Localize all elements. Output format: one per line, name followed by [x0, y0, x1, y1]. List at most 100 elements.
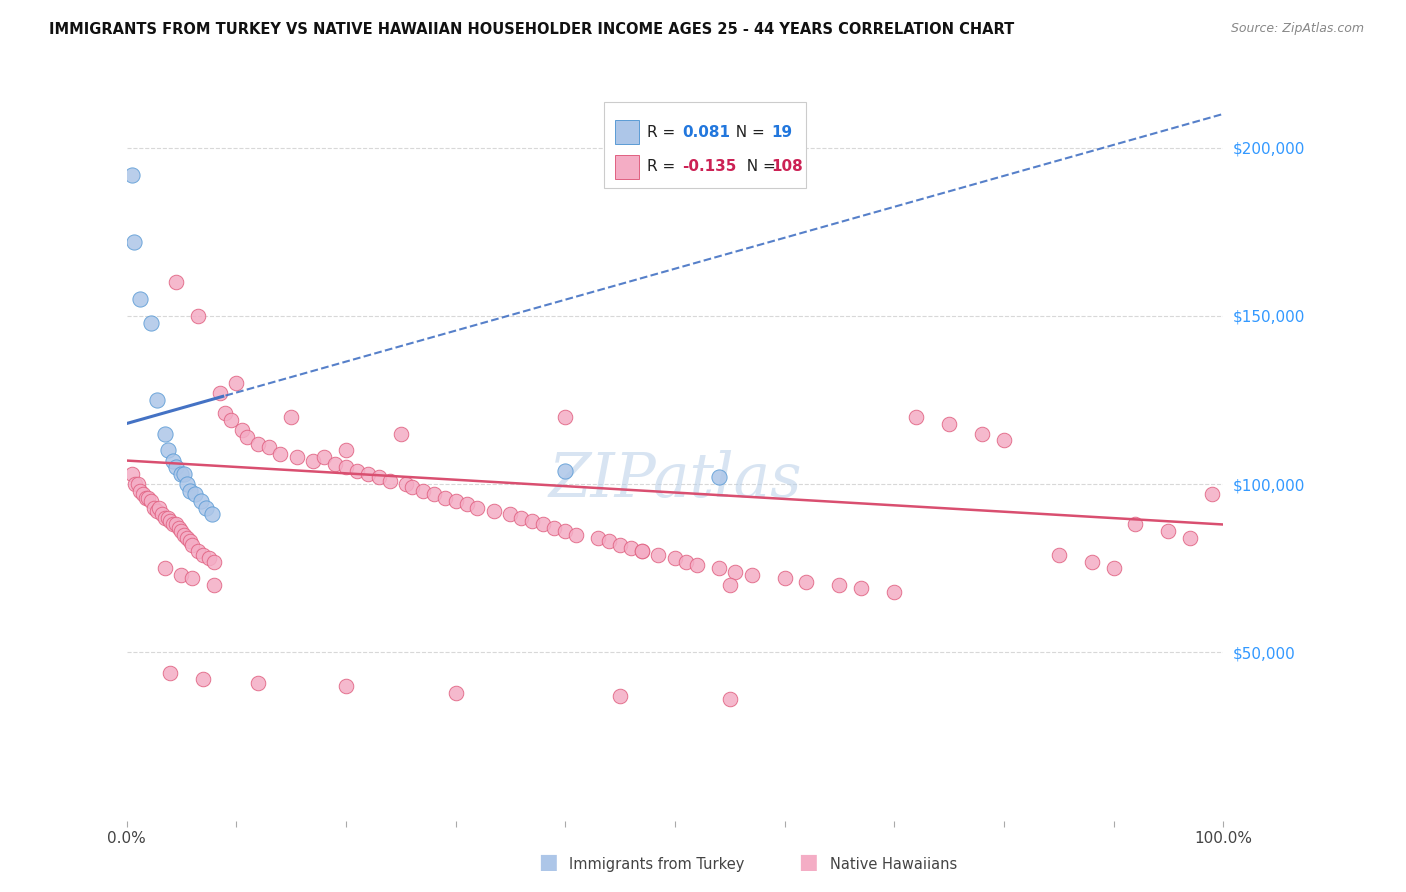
Point [565, 527, 588, 541]
Point [851, 582, 873, 596]
Text: Immigrants from Turkey: Immigrants from Turkey [569, 857, 745, 872]
Point [675, 555, 697, 569]
Text: N =: N = [737, 160, 780, 175]
Point [1080, 555, 1102, 569]
Point [219, 413, 242, 427]
Point [707, 470, 730, 484]
Point [346, 464, 368, 478]
Point [176, 531, 198, 545]
Point [993, 434, 1015, 448]
Text: 19: 19 [772, 125, 793, 140]
Point [170, 467, 193, 481]
Point [499, 508, 522, 522]
Point [1047, 548, 1070, 562]
Point [510, 510, 533, 524]
Point [302, 453, 325, 467]
Point [883, 584, 905, 599]
Point [467, 500, 489, 515]
Point [159, 514, 181, 528]
Point [173, 467, 195, 481]
Point [741, 568, 763, 582]
Point [193, 548, 215, 562]
Point [312, 450, 335, 465]
Point [531, 517, 554, 532]
Point [718, 578, 741, 592]
Text: Source: ZipAtlas.com: Source: ZipAtlas.com [1230, 22, 1364, 36]
Point [828, 578, 851, 592]
Point [179, 534, 201, 549]
Point [522, 514, 544, 528]
Point [124, 477, 146, 491]
Point [170, 568, 193, 582]
Point [208, 386, 231, 401]
Point [225, 376, 247, 391]
Point [148, 500, 170, 515]
Point [179, 483, 201, 498]
Point [401, 481, 423, 495]
Point [554, 524, 576, 539]
Point [543, 521, 565, 535]
Point [187, 544, 209, 558]
Point [139, 494, 162, 508]
Text: R =: R = [647, 125, 681, 140]
Point [159, 665, 181, 680]
Point [202, 578, 225, 592]
Point [150, 508, 173, 522]
Point [162, 517, 184, 532]
Point [157, 510, 180, 524]
Point [647, 548, 669, 562]
Point [121, 467, 143, 481]
Text: ■: ■ [538, 853, 558, 872]
Point [128, 292, 150, 306]
Point [389, 426, 412, 441]
FancyBboxPatch shape [603, 103, 807, 187]
Point [970, 426, 993, 441]
Point [190, 494, 212, 508]
Point [176, 477, 198, 491]
FancyBboxPatch shape [614, 154, 638, 179]
Point [1201, 487, 1223, 501]
Point [335, 443, 357, 458]
Point [181, 538, 204, 552]
Point [422, 487, 444, 501]
Point [201, 508, 224, 522]
Text: -0.135: -0.135 [682, 160, 737, 175]
Text: IMMIGRANTS FROM TURKEY VS NATIVE HAWAIIAN HOUSEHOLDER INCOME AGES 25 - 44 YEARS : IMMIGRANTS FROM TURKEY VS NATIVE HAWAIIA… [49, 22, 1015, 37]
Text: ZIPatlas: ZIPatlas [548, 450, 801, 510]
Point [236, 430, 259, 444]
Point [335, 679, 357, 693]
Point [707, 561, 730, 575]
Text: R =: R = [647, 160, 681, 175]
Point [132, 487, 155, 501]
Point [121, 168, 143, 182]
Point [257, 440, 280, 454]
Point [146, 504, 169, 518]
Point [1180, 531, 1202, 545]
Point [367, 470, 389, 484]
Point [173, 527, 195, 541]
Text: N =: N = [727, 125, 770, 140]
Point [153, 426, 176, 441]
Point [1157, 524, 1180, 539]
Point [378, 474, 401, 488]
Point [162, 453, 184, 467]
Point [718, 692, 741, 706]
Point [187, 309, 209, 323]
Point [153, 510, 176, 524]
Point [157, 443, 180, 458]
Point [554, 464, 576, 478]
Point [128, 483, 150, 498]
Point [139, 316, 162, 330]
Point [335, 460, 357, 475]
Point [165, 460, 187, 475]
Point [444, 494, 467, 508]
Point [323, 457, 346, 471]
Point [444, 686, 467, 700]
Point [280, 409, 302, 424]
Point [664, 551, 686, 566]
Point [247, 436, 270, 450]
Point [167, 521, 190, 535]
Point [938, 417, 960, 431]
Point [193, 673, 215, 687]
Text: 108: 108 [772, 160, 803, 175]
